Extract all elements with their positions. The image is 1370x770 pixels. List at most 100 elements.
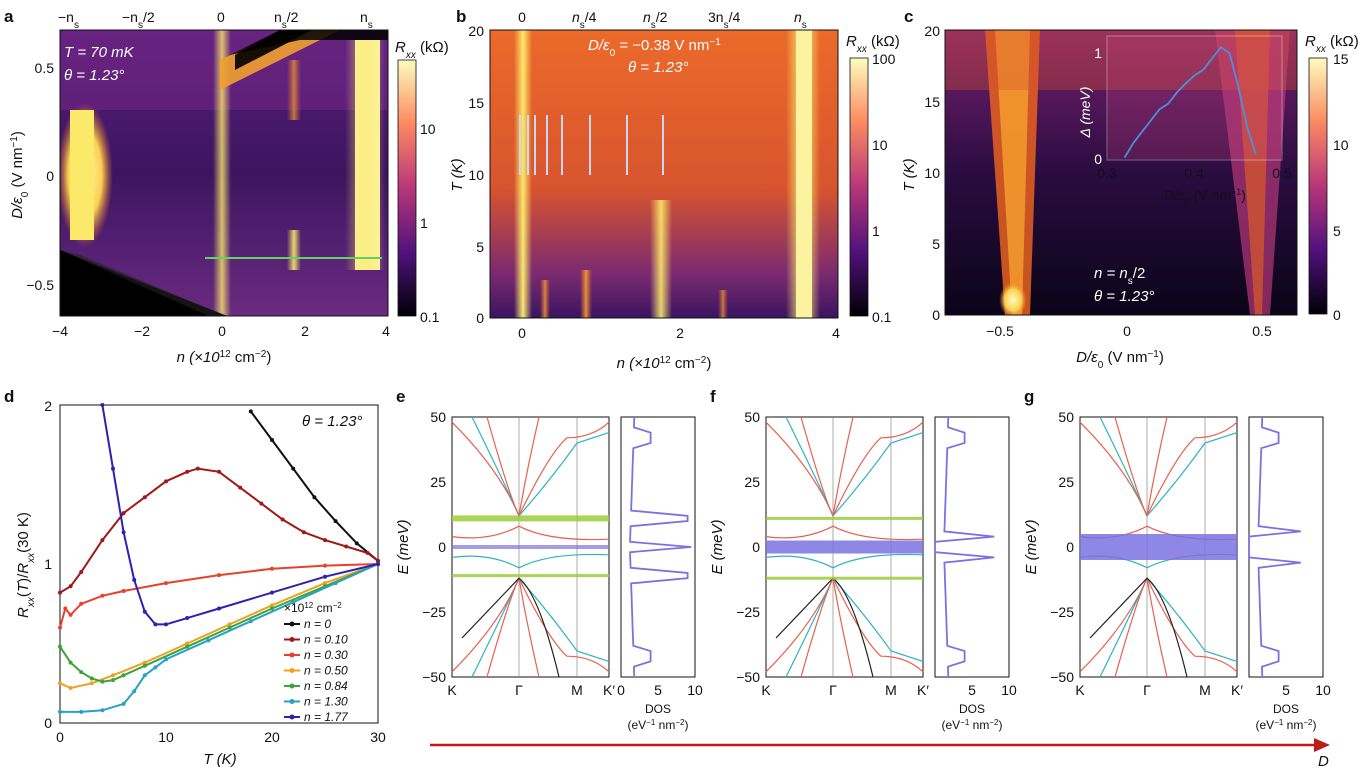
y-tick: −50 [736,669,760,685]
x-tick: Γ [515,682,523,698]
svg-text:10: 10 [924,165,940,181]
top-labels-a: −ns −ns/2 0 ns/2 ns [58,9,373,31]
legend-marker [289,683,295,689]
svg-text:ns: ns [360,9,373,31]
svg-text:30: 30 [370,729,386,745]
svg-text:15: 15 [924,94,940,110]
svg-text:2: 2 [676,325,684,341]
legend-marker [289,714,295,720]
data-point [79,569,84,574]
svg-text:0: 0 [46,168,54,184]
panel-label-b: b [456,7,466,26]
heatmap-c [945,30,1297,315]
data-point [270,603,274,608]
svg-text:0.5: 0.5 [35,60,55,76]
dos-tick: 10 [1315,682,1331,698]
data-point [259,501,264,506]
data-point [270,566,274,571]
svg-text:0: 0 [1123,323,1131,339]
svg-text:ns/2: ns/2 [643,9,668,31]
inset-c [1106,35,1283,161]
y-tick: 25 [1058,474,1074,490]
svg-text:0: 0 [518,9,526,25]
svg-text:−ns/2: −ns/2 [122,9,155,31]
legend-entry: n = 1.77 [304,710,349,724]
data-point [100,403,105,407]
x-tick: K [447,682,457,698]
data-point [217,573,221,578]
svg-text:10: 10 [1333,137,1349,153]
series-line [59,563,379,690]
data-point [142,660,147,665]
data-point [58,644,62,649]
data-point [100,708,105,713]
svg-text:0.1: 0.1 [420,309,440,325]
data-point [111,673,115,678]
y-tick: 25 [430,474,446,490]
dos-tick: 10 [687,682,703,698]
svg-text:0.5: 0.5 [1252,323,1272,339]
colorbar-ticks-c: 15 10 5 0 [1333,51,1349,323]
x-tick: K [1075,682,1085,698]
annotation-theta-c: θ = 1.23° [1094,288,1154,305]
top-labels-b: 0 ns/4 ns/2 3ns/4 ns [518,9,807,31]
annotation-density-c: n = ns/2 [1094,265,1145,287]
data-point [63,606,68,611]
annotation-theta-a: θ = 1.23° [64,67,124,84]
y-axis-label: E (meV) [395,519,412,574]
band-curve [1089,577,1188,678]
data-point [323,574,327,579]
x-ticks-d: 0 10 20 30 [56,729,386,745]
annotation-temperature-a: T = 70 mK [64,44,135,61]
data-point [365,550,370,555]
band-panel-g: g 50 25 0 −25 −50 E (meV) K Γ M K′ 5 10 DOS (eV−1 nm−2… [1023,387,1331,732]
colorbar-b [849,57,869,317]
band-curve [1114,416,1168,518]
inset-y-label: Δ (meV) [1077,87,1093,139]
flat-band [452,515,609,522]
panel-label-g: g [1024,387,1034,406]
x-tick: K′ [1231,682,1243,698]
data-point [132,689,137,694]
data-point [185,641,190,646]
data-point [111,678,115,683]
svg-text:10: 10 [420,121,436,137]
svg-text:0: 0 [56,729,64,745]
y-tick: −25 [422,604,446,620]
frame-b [489,29,839,319]
x-tick: M [885,682,897,698]
svg-text:0: 0 [217,9,225,25]
svg-text:1: 1 [44,556,52,572]
x-ticks-a: −4 −2 0 2 4 [52,323,390,339]
svg-text:0.5: 0.5 [1272,165,1292,181]
data-point [58,625,62,630]
svg-text:4: 4 [832,325,840,341]
svg-text:3ns/4: 3ns/4 [708,9,740,31]
dos-unit: (eV−1 nm−2) [628,718,689,733]
svg-text:0.3: 0.3 [1097,165,1117,181]
field-arrow [430,738,1330,752]
data-point [132,577,137,582]
x-tick: K [761,682,771,698]
data-point [376,558,380,563]
svg-text:20: 20 [468,23,484,39]
data-point [354,541,359,546]
dos-tick: 10 [1001,682,1017,698]
data-point [100,593,105,598]
y-axis-label: E (meV) [709,519,726,574]
svg-text:0: 0 [1094,151,1102,167]
y-tick: 0 [438,539,446,555]
colorbar-c [1308,57,1328,315]
svg-text:×1012 cm−2: ×1012 cm−2 [284,601,342,616]
y-tick: 0 [752,539,760,555]
dos-label: DOS [959,702,985,716]
legend-entry: n = 0.84 [304,679,348,693]
dos-label: DOS [1273,702,1299,716]
colorbar-a [397,59,417,317]
data-point [280,517,285,522]
data-point [248,409,253,414]
y-axis-label-c: T (K) [901,158,918,191]
x-tick: K′ [917,682,929,698]
svg-text:−4: −4 [52,323,68,339]
